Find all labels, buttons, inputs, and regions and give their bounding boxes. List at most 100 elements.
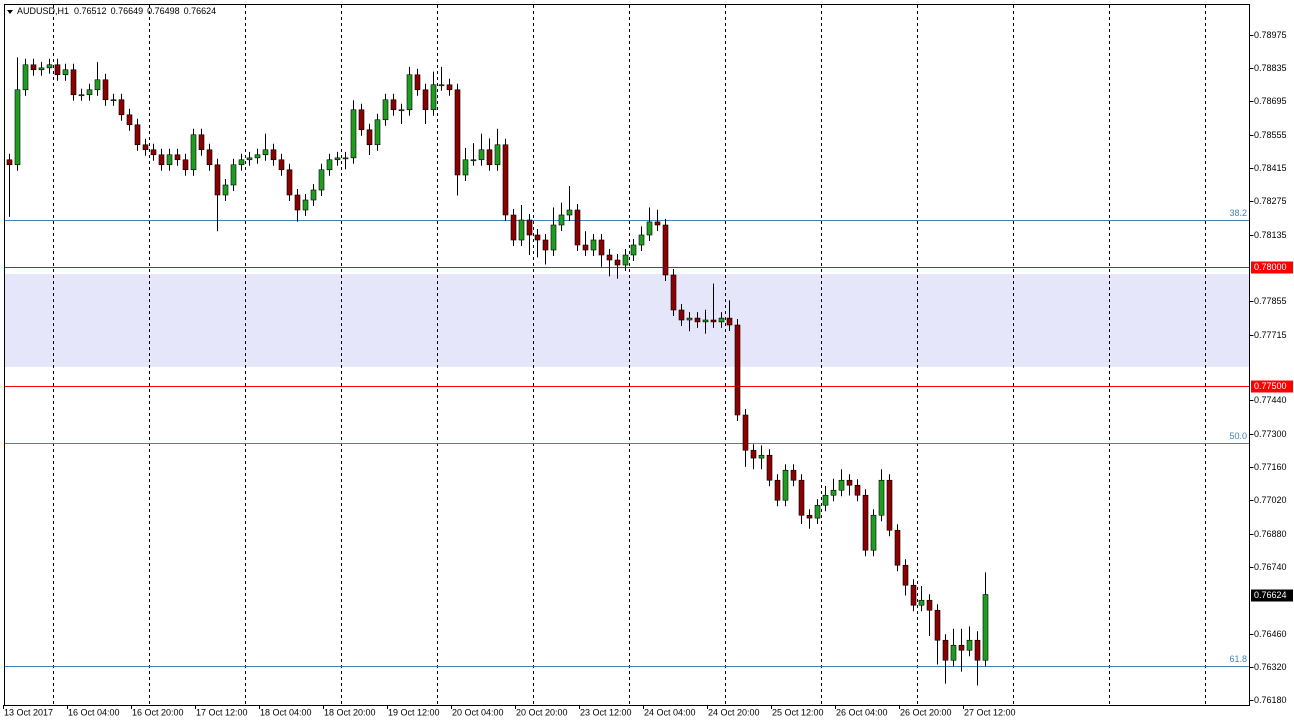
candle-body bbox=[166, 154, 173, 166]
candle-body bbox=[62, 69, 69, 76]
support-zone bbox=[4, 274, 1250, 367]
candle-body bbox=[622, 254, 629, 266]
candle-body bbox=[78, 94, 85, 97]
y-tick-label: 0.76320 bbox=[1254, 662, 1287, 672]
candle-body bbox=[414, 74, 421, 91]
candle-body bbox=[462, 159, 469, 176]
x-tick-label: 16 Oct 20:00 bbox=[132, 707, 184, 717]
candle-body bbox=[694, 317, 701, 323]
candle-body bbox=[878, 479, 885, 516]
candle-body bbox=[86, 89, 93, 96]
candle-body bbox=[174, 154, 181, 161]
candle-body bbox=[886, 479, 893, 531]
candle-body bbox=[366, 129, 373, 146]
candle-body bbox=[446, 84, 453, 91]
candle-body bbox=[374, 119, 381, 146]
candle-body bbox=[262, 149, 269, 156]
candle-body bbox=[278, 159, 285, 171]
candle-body bbox=[126, 114, 133, 126]
candle-body bbox=[870, 514, 877, 551]
menu-triangle[interactable] bbox=[7, 10, 13, 14]
y-tick-label: 0.76460 bbox=[1254, 629, 1287, 639]
candle-body bbox=[470, 159, 477, 162]
candle-body bbox=[814, 504, 821, 519]
candle-body bbox=[662, 224, 669, 276]
candle-body bbox=[958, 644, 965, 651]
y-tick-label: 0.77160 bbox=[1254, 462, 1287, 472]
candle-body bbox=[710, 319, 717, 323]
candle-body bbox=[478, 149, 485, 161]
fib-label: 38.2 bbox=[1229, 208, 1247, 218]
candle-body bbox=[326, 159, 333, 171]
candle-body bbox=[798, 479, 805, 516]
candle-body bbox=[982, 594, 989, 661]
candle-body bbox=[742, 414, 749, 451]
price-level-label: 0.77500 bbox=[1254, 381, 1287, 391]
candle-body bbox=[270, 149, 277, 161]
candle-body bbox=[822, 494, 829, 506]
candle-body bbox=[230, 164, 237, 186]
candle-body bbox=[358, 109, 365, 131]
candle-body bbox=[670, 274, 677, 311]
candle-body bbox=[254, 154, 261, 159]
candle-body bbox=[70, 69, 77, 96]
fib-label: 50.0 bbox=[1229, 431, 1247, 441]
header-close: 0.76624 bbox=[184, 6, 217, 16]
candle-body bbox=[566, 209, 573, 216]
candle-body bbox=[150, 149, 157, 156]
candle-body bbox=[598, 239, 605, 256]
y-tick-label: 0.76740 bbox=[1254, 562, 1287, 572]
y-tick-label: 0.78275 bbox=[1254, 196, 1287, 206]
candle-body bbox=[118, 99, 125, 116]
y-tick-label: 0.78555 bbox=[1254, 130, 1287, 140]
candle-body bbox=[510, 214, 517, 241]
candle-body bbox=[558, 214, 565, 226]
price-level-tag bbox=[1251, 261, 1293, 274]
x-tick-label: 23 Oct 12:00 bbox=[580, 707, 632, 717]
x-tick-label: 20 Oct 20:00 bbox=[516, 707, 568, 717]
candle-body bbox=[758, 454, 765, 459]
candle-body bbox=[214, 164, 221, 196]
candle-body bbox=[678, 309, 685, 321]
candle-body bbox=[614, 259, 621, 266]
candle-body bbox=[222, 184, 229, 196]
candle-body bbox=[182, 159, 189, 171]
x-tick-label: 13 Oct 2017 bbox=[4, 707, 53, 717]
candle-body bbox=[190, 134, 197, 171]
candle-body bbox=[630, 244, 637, 256]
candle-body bbox=[606, 254, 613, 261]
candle-body bbox=[654, 221, 661, 226]
candle-body bbox=[294, 194, 301, 211]
y-tick-label: 0.78135 bbox=[1254, 230, 1287, 240]
candle-body bbox=[686, 317, 693, 321]
candle-body bbox=[302, 199, 309, 211]
candle-body bbox=[774, 479, 781, 501]
candle-body bbox=[502, 144, 509, 216]
candle-body bbox=[550, 224, 557, 251]
y-tick-label: 0.76180 bbox=[1254, 695, 1287, 705]
candle-body bbox=[766, 454, 773, 481]
candle-body bbox=[806, 514, 813, 519]
header-low: 0.76498 bbox=[147, 6, 180, 16]
x-tick-label: 25 Oct 12:00 bbox=[772, 707, 824, 717]
plot-frame bbox=[4, 4, 1250, 706]
candle-body bbox=[30, 64, 37, 71]
y-tick-label: 0.77300 bbox=[1254, 429, 1287, 439]
y-tick-label: 0.77715 bbox=[1254, 330, 1287, 340]
candle-body bbox=[398, 109, 405, 112]
y-tick-label: 0.78695 bbox=[1254, 96, 1287, 106]
candle-body bbox=[6, 159, 13, 166]
candle-body bbox=[830, 489, 837, 496]
candle-body bbox=[382, 99, 389, 121]
candle-body bbox=[134, 124, 141, 146]
x-tick-label: 18 Oct 20:00 bbox=[324, 707, 376, 717]
candle-body bbox=[902, 564, 909, 586]
y-tick-label: 0.77440 bbox=[1254, 395, 1287, 405]
candle-body bbox=[286, 169, 293, 196]
candle-body bbox=[638, 234, 645, 246]
y-tick-label: 0.77020 bbox=[1254, 495, 1287, 505]
candle-body bbox=[582, 244, 589, 251]
current-price-tag bbox=[1251, 589, 1293, 602]
candle-body bbox=[534, 234, 541, 241]
candle-body bbox=[334, 157, 341, 161]
